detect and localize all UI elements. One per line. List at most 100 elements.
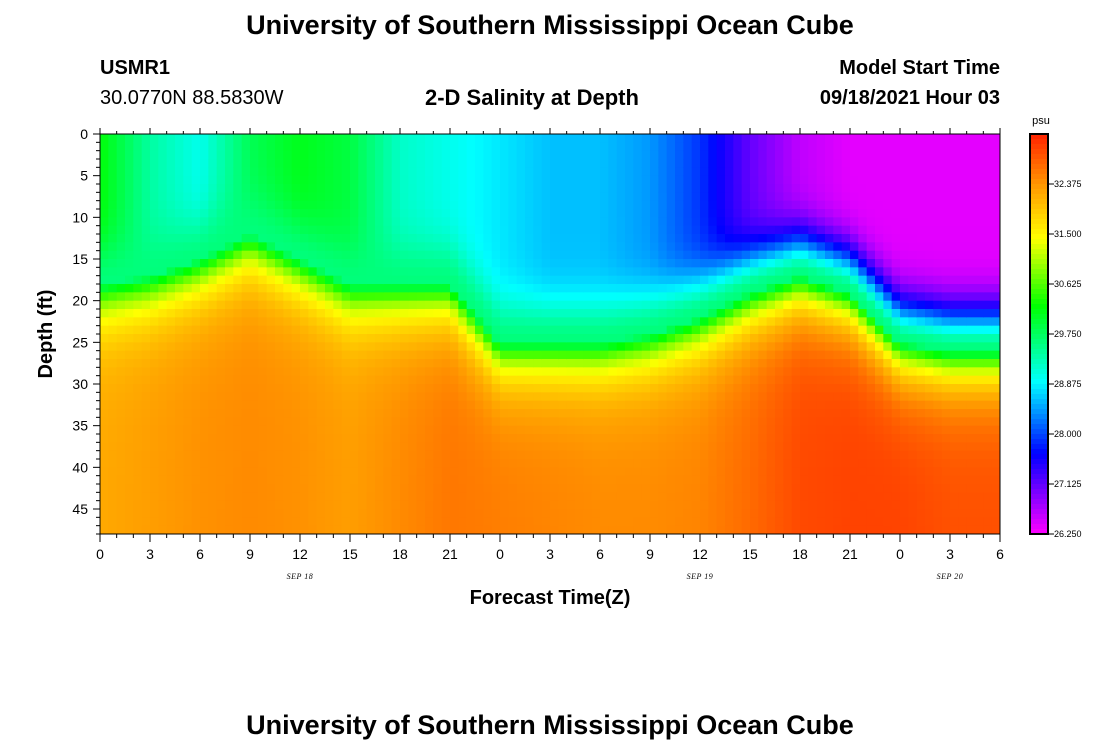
heatmap-cell bbox=[216, 492, 226, 502]
heatmap-cell bbox=[883, 417, 893, 427]
heatmap-cell bbox=[850, 267, 859, 277]
heatmap-cell bbox=[850, 467, 859, 477]
heatmap-cell bbox=[483, 434, 493, 443]
heatmap-cell bbox=[308, 275, 318, 285]
heatmap-cell bbox=[350, 175, 359, 185]
heatmap-cell bbox=[483, 492, 493, 502]
heatmap-cell bbox=[333, 384, 343, 393]
heatmap-cell bbox=[900, 484, 909, 493]
heatmap-cell bbox=[241, 459, 251, 468]
heatmap-cell bbox=[416, 384, 426, 393]
heatmap-cell bbox=[258, 442, 268, 452]
heatmap-cell bbox=[816, 259, 826, 268]
heatmap-cell bbox=[241, 309, 251, 318]
heatmap-cell bbox=[283, 142, 293, 152]
heatmap-cell bbox=[566, 359, 576, 368]
heatmap-cell bbox=[391, 409, 401, 418]
heatmap-cell bbox=[916, 267, 926, 277]
heatmap-cell bbox=[158, 450, 168, 460]
heatmap-cell bbox=[158, 442, 168, 452]
heatmap-cell bbox=[533, 284, 543, 293]
heatmap-cell bbox=[958, 375, 968, 385]
heatmap-cell bbox=[100, 175, 109, 185]
heatmap-cell bbox=[108, 492, 118, 502]
heatmap-cell bbox=[441, 142, 451, 152]
heatmap-cell bbox=[483, 484, 493, 493]
heatmap-cell bbox=[800, 509, 809, 518]
heatmap-cell bbox=[933, 400, 943, 410]
heatmap-cell bbox=[366, 484, 376, 493]
heatmap-cell bbox=[700, 342, 709, 352]
heatmap-cell bbox=[508, 417, 518, 427]
heatmap-cell bbox=[316, 492, 326, 502]
heatmap-cell bbox=[858, 225, 868, 235]
heatmap-cell bbox=[516, 509, 526, 518]
heatmap-cell bbox=[333, 409, 343, 418]
heatmap-cell bbox=[633, 409, 643, 418]
heatmap-cell bbox=[683, 409, 693, 418]
heatmap-cell bbox=[300, 300, 309, 310]
heatmap-cell bbox=[933, 434, 943, 443]
heatmap-cell bbox=[133, 409, 143, 418]
heatmap-cell bbox=[541, 325, 551, 335]
heatmap-cell bbox=[508, 467, 518, 477]
heatmap-cell bbox=[650, 475, 659, 485]
heatmap-cell bbox=[408, 259, 418, 268]
heatmap-cell bbox=[416, 225, 426, 235]
heatmap-cell bbox=[416, 525, 426, 534]
heatmap-cell bbox=[408, 450, 418, 460]
heatmap-cell bbox=[558, 292, 568, 302]
heatmap-cell bbox=[341, 417, 351, 427]
heatmap-cell bbox=[641, 425, 651, 435]
heatmap-cell bbox=[183, 384, 193, 393]
heatmap-cell bbox=[375, 209, 384, 218]
heatmap-cell bbox=[583, 175, 593, 185]
heatmap-cell bbox=[491, 342, 501, 352]
heatmap-cell bbox=[133, 459, 143, 468]
heatmap-cell bbox=[216, 459, 226, 468]
heatmap-cell bbox=[316, 292, 326, 302]
heatmap-cell bbox=[516, 384, 526, 393]
heatmap-cell bbox=[825, 417, 834, 427]
heatmap-cell bbox=[300, 417, 309, 427]
heatmap-cell bbox=[883, 450, 893, 460]
heatmap-cell bbox=[225, 409, 234, 418]
heatmap-cell bbox=[841, 200, 851, 210]
heatmap-cell bbox=[683, 175, 693, 185]
heatmap-cell bbox=[891, 159, 901, 168]
heatmap-cell bbox=[191, 442, 201, 452]
heatmap-cell bbox=[650, 334, 659, 343]
heatmap-cell bbox=[766, 409, 776, 418]
heatmap-cell bbox=[175, 259, 184, 268]
heatmap-cell bbox=[383, 292, 393, 302]
heatmap-cell bbox=[591, 275, 601, 285]
heatmap-cell bbox=[425, 459, 434, 468]
heatmap-cell bbox=[225, 442, 234, 452]
heatmap-cell bbox=[291, 259, 301, 268]
heatmap-cell bbox=[291, 425, 301, 435]
heatmap-cell bbox=[433, 367, 443, 377]
heatmap-cell bbox=[616, 367, 626, 377]
heatmap-cell bbox=[225, 467, 234, 477]
heatmap-cell bbox=[175, 150, 184, 160]
heatmap-cell bbox=[500, 167, 509, 177]
heatmap-cell bbox=[683, 367, 693, 377]
heatmap-cell bbox=[283, 350, 293, 360]
heatmap-cell bbox=[633, 200, 643, 210]
heatmap-cell bbox=[683, 492, 693, 502]
heatmap-cell bbox=[633, 450, 643, 460]
heatmap-cell bbox=[650, 517, 659, 527]
heatmap-cell bbox=[400, 134, 409, 143]
heatmap-cell bbox=[375, 517, 384, 527]
heatmap-cell bbox=[825, 334, 834, 343]
heatmap-cell bbox=[800, 517, 809, 527]
heatmap-cell bbox=[483, 442, 493, 452]
heatmap-cell bbox=[583, 500, 593, 510]
heatmap-cell bbox=[625, 342, 634, 352]
heatmap-cell bbox=[425, 209, 434, 218]
heatmap-cell bbox=[325, 492, 334, 502]
heatmap-cell bbox=[625, 275, 634, 285]
heatmap-cell bbox=[816, 209, 826, 218]
heatmap-cell bbox=[433, 442, 443, 452]
heatmap-cell bbox=[858, 234, 868, 243]
